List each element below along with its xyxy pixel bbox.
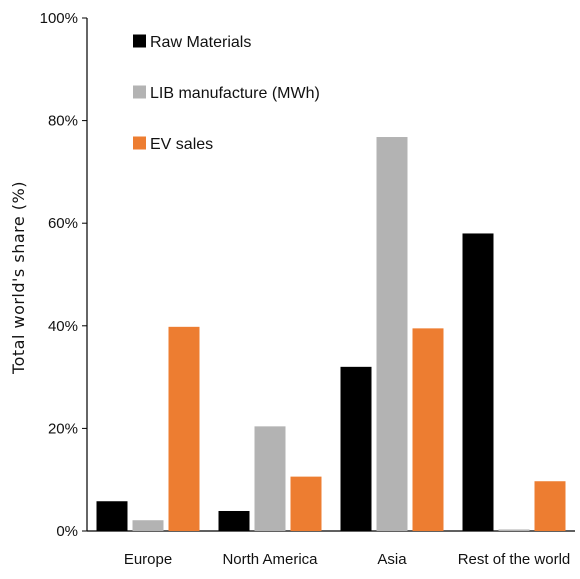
y-tick-label: 80% <box>48 113 78 130</box>
legend-swatch <box>133 136 146 150</box>
bar-europe-ev-sales <box>168 326 200 531</box>
y-tick-label: 40% <box>48 318 78 335</box>
bar-rest-of-the-world-ev-sales <box>534 481 566 531</box>
legend-swatch <box>133 85 146 99</box>
legend-label: EV sales <box>150 136 213 153</box>
y-tick-label: 60% <box>48 215 78 232</box>
y-axis-label-group: Total world's share (%) <box>9 181 28 375</box>
bar-north-america-ev-sales <box>290 476 322 531</box>
bar-rest-of-the-world-lib-manufacture-mwh <box>498 529 530 531</box>
bar-asia-ev-sales <box>412 328 444 531</box>
bar-rest-of-the-world-raw-materials <box>462 233 494 531</box>
bar-asia-raw-materials <box>340 366 372 531</box>
y-tick-label: 20% <box>48 420 78 437</box>
bar-asia-lib-manufacture-mwh <box>376 137 408 532</box>
x-tick-label: Rest of the world <box>458 551 571 568</box>
legend-label: Raw Materials <box>150 34 251 51</box>
x-tick-label: North America <box>222 551 318 568</box>
legend-swatch <box>133 34 146 48</box>
y-tick-label: 100% <box>40 10 78 27</box>
y-axis-label: Total world's share (%) <box>9 181 28 375</box>
x-tick-label: Europe <box>124 551 172 568</box>
plot-area: 0% 20% 40% 60% 80% 100% Europe North America Asi… <box>40 10 575 568</box>
y-tick-label: 0% <box>56 523 78 540</box>
legend: Raw Materials LIB manufacture (MWh) EV sal… <box>133 34 320 153</box>
bar-europe-raw-materials <box>96 501 128 531</box>
bar-north-america-lib-manufacture-mwh <box>254 426 286 531</box>
bar-north-america-raw-materials <box>218 510 250 531</box>
x-tick-label: Asia <box>377 551 407 568</box>
legend-label: LIB manufacture (MWh) <box>150 85 320 102</box>
bar-europe-lib-manufacture-mwh <box>132 520 164 531</box>
